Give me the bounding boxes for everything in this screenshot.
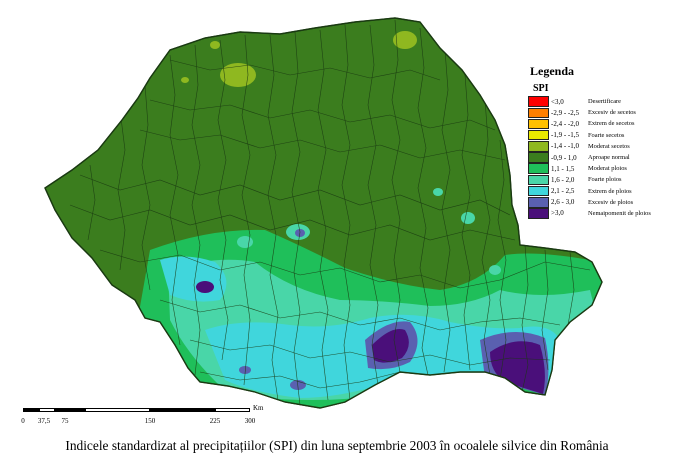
wet-patch-east-2	[433, 188, 443, 196]
legend-swatch	[528, 197, 549, 208]
legend-item: >3,0 Nemaipomenit de ploios	[528, 208, 674, 219]
legend-item: 1,6 - 2,0 Foarte ploios	[528, 174, 674, 186]
legend: Legenda SPI <3,0 Desertificare -2,9 - -2,5…	[528, 64, 674, 219]
legend-item: 2,6 - 3,0 Excesiv de ploios	[528, 197, 674, 208]
legend-range: -2,9 - -2,5	[551, 108, 579, 117]
legend-range: -1,9 - -1,5	[551, 131, 579, 140]
country-border	[44, 17, 603, 409]
legend-item: -2,4 - -2,0 Extrem de secetos	[528, 118, 674, 130]
scale-segment	[23, 408, 39, 412]
scale-segment	[85, 408, 150, 412]
legend-swatch	[528, 208, 549, 219]
legend-title: Legenda	[530, 64, 575, 78]
legend-swatch	[528, 118, 549, 130]
legend-label: Excesiv de ploios	[588, 198, 634, 206]
legend-item: -2,9 - -2,5 Excesiv de secetos	[528, 107, 674, 119]
legend-label: Nemaipomenit de ploios	[588, 209, 651, 217]
legend-swatch	[528, 174, 549, 186]
legend-item: <3,0 Desertificare	[528, 96, 674, 107]
legend-swatch	[528, 163, 549, 174]
scale-tick-label: 300	[244, 417, 256, 425]
legend-range: -1,4 - -1,0	[551, 142, 579, 151]
legend-item: 1,1 - 1,5 Moderat ploios	[528, 163, 674, 174]
scale-tick-label: 150	[144, 417, 156, 425]
legend-label: Foarte ploios	[588, 176, 622, 184]
exceptionally-wet-zone	[372, 329, 409, 363]
legend-swatch	[528, 96, 549, 107]
forest-district-borders	[69, 19, 591, 406]
scale-unit: Km	[253, 404, 264, 412]
scale-tick-label: 225	[209, 417, 221, 425]
legend-item: -1,4 - -1,0 Moderat secetos	[528, 141, 674, 152]
legend-range: -2,4 - -2,0	[551, 119, 579, 128]
legend-range: -0,9 - 1,0	[551, 153, 577, 162]
legend-range: 1,6 - 2,0	[551, 175, 575, 184]
legend-item: -1,9 - -1,5 Foarte secetos	[528, 129, 674, 141]
exceptionally-wet-spot-west	[196, 281, 214, 293]
legend-label: Desertificare	[588, 98, 621, 106]
excessively-wet-spot-southwest	[239, 366, 251, 374]
legend-range: >3,0	[551, 209, 564, 218]
legend-swatch	[528, 107, 549, 119]
wet-patch-east-1	[461, 212, 475, 224]
legend-swatch	[528, 185, 549, 197]
dry-patch-north-3	[210, 41, 220, 49]
legend-swatch	[528, 141, 549, 152]
legend-item: 2,1 - 2,5 Extrem de ploios	[528, 185, 674, 197]
legend-label: Aproape normal	[588, 154, 630, 162]
legend-label: Extrem de secetos	[588, 120, 635, 128]
map-caption: Indicele standardizat al precipitațiilor…	[65, 438, 609, 453]
legend-label: Moderat secetos	[588, 142, 630, 150]
legend-range: 2,1 - 2,5	[551, 187, 575, 196]
scale-tick-label: 0	[21, 417, 25, 425]
legend-item: -0,9 - 1,0 Aproape normal	[528, 152, 674, 163]
scale-segment	[215, 408, 250, 412]
dry-patch-north-4	[181, 77, 189, 83]
wet-patch-west	[237, 236, 253, 248]
legend-items: <3,0 Desertificare -2,9 - -2,5 Excesiv de s…	[528, 96, 674, 219]
legend-range: <3,0	[551, 97, 564, 106]
legend-label: Foarte secetos	[588, 131, 625, 139]
legend-label: Extrem de ploios	[588, 187, 632, 195]
legend-swatch	[528, 152, 549, 163]
scale-bar: Km 0 37,5 75 150 225 300	[20, 404, 280, 428]
legend-label: Moderat ploios	[588, 165, 627, 173]
legend-label: Excesiv de secetos	[588, 109, 636, 117]
legend-swatch	[528, 129, 549, 141]
scale-tick-label: 37,5	[37, 417, 51, 425]
legend-subtitle: SPI	[533, 83, 549, 94]
scale-segment	[39, 408, 55, 412]
scale-segment	[150, 408, 215, 412]
legend-range: 2,6 - 3,0	[551, 198, 575, 207]
scale-segment	[55, 408, 85, 412]
dry-patch-north-2	[393, 31, 417, 49]
scale-tick-label: 75	[61, 417, 69, 425]
wet-patch-east-3	[489, 265, 501, 275]
legend-range: 1,1 - 1,5	[551, 164, 575, 173]
